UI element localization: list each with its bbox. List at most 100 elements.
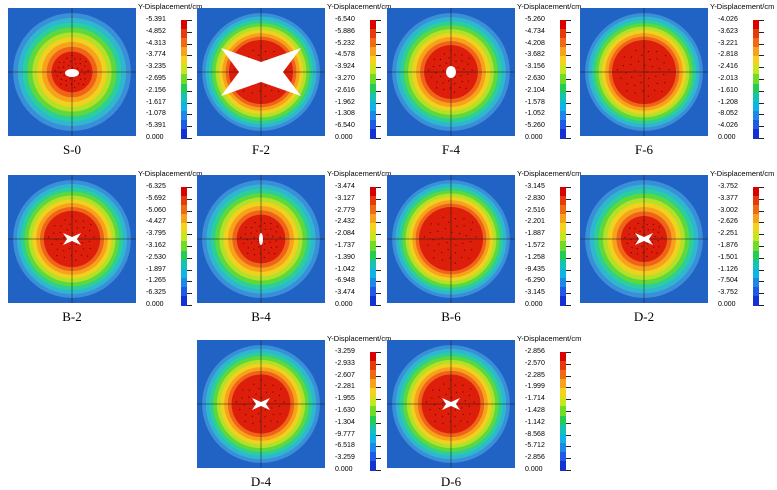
colorbar-tick-label: -2.830 [525, 194, 545, 202]
colorbar-tick-label: -2.856 [525, 454, 545, 462]
colorbar-tick-label: -3.474 [335, 289, 355, 297]
colorbar-tick-mark [566, 31, 571, 33]
colorbar-swatch [370, 352, 376, 362]
colorbar-tick-mark [376, 102, 381, 104]
mesh-node [441, 236, 443, 239]
mesh-node [264, 85, 266, 87]
mesh-node [444, 227, 447, 230]
colorbar-tick-label: -9.777 [335, 430, 355, 438]
colorbar-swatch [181, 101, 187, 112]
colorbar-swatch [560, 361, 566, 372]
colorbar-title: Y-Displacement/cm [710, 2, 775, 11]
mesh-node [89, 230, 91, 232]
mesh-node [247, 252, 249, 254]
colorbar-tick-label: -5.060 [146, 206, 166, 214]
colorbar-tick-mark [376, 55, 381, 57]
colorbar-tick-label: 0.000 [146, 134, 164, 141]
colorbar-tick-mark [376, 90, 381, 92]
colorbar-swatch [560, 38, 566, 49]
colorbar-swatch [560, 83, 566, 94]
colorbar-tick-mark [187, 102, 192, 104]
colorbar-swatch [753, 83, 759, 94]
colorbar-tick-mark [376, 138, 381, 139]
mesh-node [276, 246, 278, 248]
mesh-node [642, 90, 644, 92]
mesh-node [446, 241, 448, 244]
mesh-node [457, 66, 459, 69]
colorbar-tick-mark [566, 305, 571, 306]
mesh-node [463, 218, 465, 220]
mesh-node [274, 400, 276, 402]
mesh-node [243, 404, 246, 406]
mesh-node [647, 229, 649, 231]
mesh-node [70, 255, 72, 257]
mesh-node [270, 246, 272, 249]
colorbar-swatch [181, 250, 187, 261]
colorbar-tick-label: -1.617 [146, 98, 166, 106]
mesh-node [251, 242, 253, 244]
colorbar-tick-mark [566, 67, 571, 69]
mesh-node [428, 69, 430, 71]
colorbar-swatch [370, 250, 376, 261]
mesh-node [652, 223, 654, 225]
mesh-node [429, 231, 431, 234]
mesh-node [461, 80, 463, 83]
colorbar-swatch [753, 250, 759, 261]
colorbar-tick-mark [187, 210, 192, 212]
mesh-node [653, 246, 655, 248]
colorbar-tick-mark [376, 187, 381, 188]
mesh-node [449, 420, 451, 423]
mesh-node [265, 391, 268, 393]
mesh-node [623, 56, 625, 58]
mesh-node [275, 240, 277, 242]
colorbar-tick-mark [187, 293, 192, 295]
mesh-node [75, 63, 77, 65]
colorbar-swatch [753, 65, 759, 76]
colorbar-tick-label: -5.260 [525, 122, 545, 130]
mesh-node [657, 231, 660, 233]
colorbar-tick-mark [376, 257, 381, 259]
colorbar-tick-label: -3.377 [718, 194, 738, 202]
excavation-hole [635, 233, 653, 245]
mesh-node [56, 255, 58, 257]
colorbar-tick-label: -2.013 [718, 75, 738, 82]
mesh-node [245, 414, 247, 416]
excavation-hole [65, 69, 79, 77]
colorbar-tick-mark [187, 305, 192, 306]
colorbar-tick-label: -4.578 [335, 51, 355, 59]
mesh-node [442, 401, 444, 404]
mesh-node [93, 236, 95, 238]
colorbar-tick-label: -1.208 [718, 98, 738, 106]
mesh-node [271, 407, 273, 409]
mesh-node [432, 389, 434, 391]
colorbar-tick-mark [187, 43, 192, 45]
mesh-node [647, 95, 649, 97]
colorbar-title: Y-Displacement/cm [327, 334, 392, 343]
colorbar-tick-mark [187, 281, 192, 283]
colorbar-swatch [753, 205, 759, 216]
colorbar-swatch [560, 214, 566, 225]
mesh-node [87, 255, 89, 257]
colorbar-title: Y-Displacement/cm [327, 2, 392, 11]
colorbar-swatch [560, 65, 566, 76]
mesh-node [631, 76, 633, 78]
mesh-node [255, 393, 257, 395]
contour-plot [8, 8, 136, 136]
mesh-node [60, 83, 62, 85]
mesh-node [448, 57, 450, 59]
colorbar-tick-label: -2.084 [335, 230, 355, 238]
contour-plot [387, 340, 515, 468]
mesh-node [69, 223, 71, 225]
mesh-node [264, 228, 267, 231]
mesh-node [639, 74, 641, 77]
colorbar-tick-mark [187, 234, 192, 236]
colorbar-tick-label: -1.078 [146, 110, 166, 118]
mesh-node [273, 51, 275, 53]
colorbar-tick-label: -3.259 [335, 454, 355, 462]
colorbar-tick-label: -7.504 [718, 277, 738, 285]
mesh-node [651, 241, 654, 243]
mesh-node [278, 394, 281, 396]
colorbar-tick-label: -3.221 [718, 39, 738, 47]
colorbar-tick-mark [187, 138, 192, 139]
mesh-node [63, 61, 65, 64]
